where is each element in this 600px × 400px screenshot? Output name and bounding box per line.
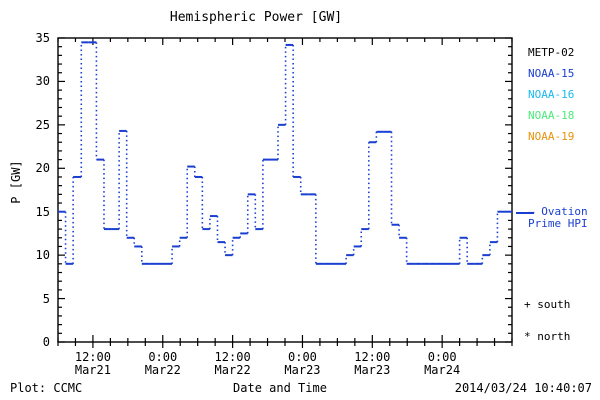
x-tick-date: Mar24 [424,363,461,377]
x-tick-time: 12:00 [354,350,391,364]
x-tick-date: Mar23 [354,363,391,377]
legend-entry-noaa-18: NOAA-18 [528,109,575,122]
y-tick-label: 20 [35,161,50,176]
x-tick-label: 12:00 Mar23 [337,351,407,377]
marker-legend-north: * north [524,330,571,343]
legend-entry-noaa-16: NOAA-16 [528,88,575,101]
x-axis-label: Date and Time [233,381,327,395]
x-tick-time: 0:00 [427,350,457,364]
legend-entry-noaa-15: NOAA-15 [528,67,575,80]
x-tick-date: Mar21 [74,363,111,377]
y-tick-label: 5 [42,291,50,306]
ovation-legend-label: — Ovation Prime HPI [528,206,588,230]
x-tick-label: 0:00 Mar22 [128,351,198,377]
x-tick-label: 0:00 Mar23 [267,351,337,377]
x-tick-date: Mar22 [144,363,181,377]
x-tick-label: 12:00 Mar21 [58,351,128,377]
plot-credit: Plot: CCMC [10,381,83,395]
x-tick-date: Mar22 [214,363,251,377]
x-tick-time: 0:00 [148,350,178,364]
y-tick-label: 0 [42,335,50,349]
plot-timestamp: 2014/03/24 10:40:07 [454,381,592,395]
ovation-legend-line2: Prime HPI [528,217,588,230]
ovation-legend-line1: — Ovation [528,205,588,218]
y-tick-label: 35 [35,31,50,45]
legend-entry-noaa-19: NOAA-19 [528,130,575,143]
x-tick-time: 12:00 [214,350,251,364]
ovation-legend-dash [516,212,534,214]
x-tick-label: 12:00 Mar22 [198,351,268,377]
x-tick-time: 0:00 [288,350,317,364]
x-tick-label: 0:00 Mar24 [407,351,477,377]
legend-entry-metp-02: METP-02 [528,46,575,59]
y-tick-label: 10 [35,248,50,263]
y-axis-ticks [58,37,512,343]
x-axis-ticks [57,38,513,348]
marker-legend-south: + south [524,298,571,311]
chart-title: Hemispheric Power [GW] [169,10,343,25]
y-tick-label: 15 [35,204,50,219]
x-tick-date: Mar23 [284,363,321,377]
data-series [58,41,512,265]
y-tick-label: 25 [35,117,50,132]
y-tick-label: 30 [35,74,50,89]
x-tick-time: 12:00 [74,350,111,364]
